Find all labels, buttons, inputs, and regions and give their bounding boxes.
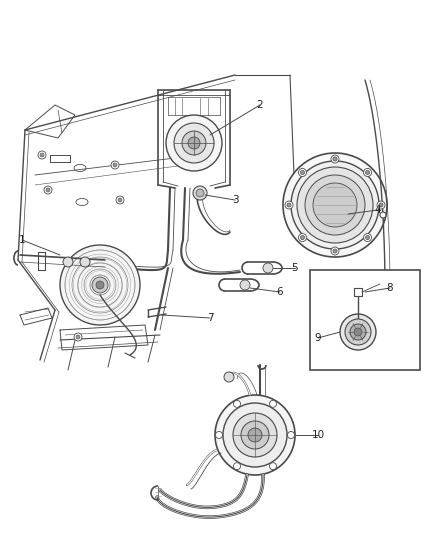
- Circle shape: [241, 421, 269, 449]
- Circle shape: [364, 233, 371, 241]
- Circle shape: [38, 151, 46, 159]
- Circle shape: [345, 319, 371, 345]
- Text: 9: 9: [314, 333, 321, 343]
- Circle shape: [74, 333, 82, 341]
- Text: 1: 1: [19, 235, 25, 245]
- Circle shape: [215, 395, 295, 475]
- Circle shape: [166, 115, 222, 171]
- Circle shape: [333, 157, 337, 161]
- Circle shape: [80, 257, 90, 267]
- Circle shape: [60, 245, 140, 325]
- Circle shape: [354, 328, 362, 336]
- Circle shape: [92, 277, 108, 293]
- Circle shape: [196, 189, 204, 197]
- Circle shape: [379, 203, 383, 207]
- Circle shape: [113, 163, 117, 167]
- Circle shape: [305, 175, 365, 235]
- Circle shape: [96, 281, 104, 289]
- Text: 7: 7: [207, 313, 213, 323]
- Circle shape: [233, 463, 240, 470]
- Circle shape: [300, 171, 304, 174]
- Circle shape: [248, 428, 262, 442]
- Circle shape: [223, 403, 287, 467]
- Circle shape: [44, 186, 52, 194]
- Circle shape: [331, 155, 339, 163]
- Bar: [310, 270, 420, 370]
- Text: 6: 6: [277, 287, 283, 297]
- Circle shape: [224, 372, 234, 382]
- Circle shape: [76, 335, 80, 339]
- Circle shape: [269, 400, 276, 407]
- Circle shape: [182, 131, 206, 155]
- Circle shape: [366, 236, 370, 239]
- Circle shape: [285, 201, 293, 209]
- Text: 5: 5: [292, 263, 298, 273]
- Circle shape: [233, 413, 277, 457]
- Circle shape: [340, 314, 376, 350]
- Circle shape: [366, 171, 370, 174]
- Circle shape: [46, 188, 50, 192]
- Text: 4: 4: [374, 205, 381, 215]
- Circle shape: [377, 201, 385, 209]
- Circle shape: [263, 263, 273, 273]
- Circle shape: [188, 137, 200, 149]
- Circle shape: [313, 183, 357, 227]
- Circle shape: [233, 400, 240, 407]
- Circle shape: [111, 161, 119, 169]
- Circle shape: [331, 247, 339, 255]
- Text: 8: 8: [387, 283, 393, 293]
- Circle shape: [297, 167, 373, 243]
- Circle shape: [380, 212, 386, 218]
- Circle shape: [215, 432, 223, 439]
- Circle shape: [269, 463, 276, 470]
- Circle shape: [291, 161, 379, 249]
- Circle shape: [174, 123, 214, 163]
- Circle shape: [118, 198, 122, 202]
- Circle shape: [364, 168, 371, 176]
- Text: 3: 3: [232, 195, 238, 205]
- Circle shape: [350, 324, 366, 340]
- Circle shape: [298, 233, 307, 241]
- Circle shape: [287, 203, 291, 207]
- Circle shape: [333, 249, 337, 253]
- Circle shape: [283, 153, 387, 257]
- Circle shape: [240, 280, 250, 290]
- Circle shape: [300, 236, 304, 239]
- Circle shape: [40, 153, 44, 157]
- Circle shape: [116, 196, 124, 204]
- Circle shape: [193, 186, 207, 200]
- Text: 10: 10: [311, 430, 325, 440]
- Circle shape: [63, 257, 73, 267]
- Text: 2: 2: [257, 100, 263, 110]
- Circle shape: [298, 168, 307, 176]
- Circle shape: [287, 432, 294, 439]
